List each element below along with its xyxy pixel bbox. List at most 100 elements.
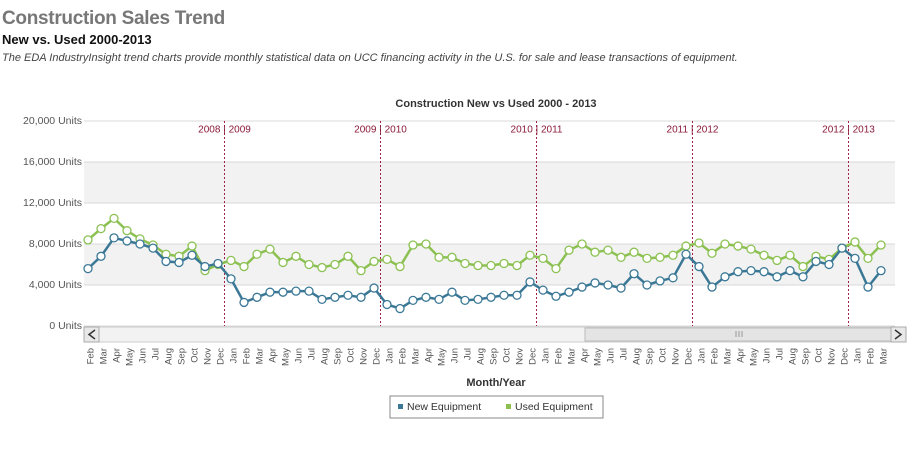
data-point	[213, 258, 223, 269]
data-point	[720, 239, 730, 249]
data-point	[317, 262, 327, 273]
data-point	[551, 291, 561, 301]
data-point	[408, 295, 418, 306]
data-point	[655, 276, 665, 286]
data-point	[759, 250, 769, 260]
x-tick-label: Mar	[99, 348, 110, 364]
data-point	[525, 277, 535, 287]
x-tick-label: Feb	[554, 348, 565, 364]
data-point	[707, 248, 717, 258]
data-point	[603, 245, 613, 255]
x-tick-label: Jul	[151, 348, 162, 360]
data-point	[187, 250, 197, 260]
data-point	[473, 260, 483, 271]
data-point	[629, 247, 639, 257]
data-point	[785, 265, 795, 276]
data-point	[668, 273, 678, 283]
data-point	[304, 259, 314, 270]
data-point	[239, 261, 249, 272]
year-divider-label: 2008 | 2009	[198, 125, 251, 136]
scrollbar-thumb[interactable]	[584, 327, 892, 342]
data-point	[876, 240, 886, 250]
data-point	[304, 286, 314, 296]
scroll-right-button[interactable]	[890, 326, 907, 343]
x-tick-label: Jul	[307, 348, 318, 360]
year-divider-label: 2009 | 2010	[354, 125, 407, 136]
x-tick-label: Jan	[853, 348, 864, 363]
x-tick-label: Oct	[190, 348, 201, 363]
data-point	[291, 251, 301, 261]
y-tick-label: 16,000 Units	[23, 156, 82, 168]
x-axis-title: Month/Year	[466, 377, 526, 389]
x-tick-label: Sep	[489, 348, 500, 365]
x-tick-label: Apr	[268, 348, 279, 363]
data-point	[395, 303, 405, 314]
data-point	[421, 292, 431, 302]
year-divider-label: 2011 | 2012	[667, 125, 719, 136]
legend-label: Used Equipment	[515, 401, 593, 413]
data-point	[603, 280, 613, 290]
x-tick-label: Jan	[385, 348, 396, 363]
data-point	[356, 265, 366, 276]
data-point	[239, 297, 249, 308]
y-tick-label: 8,000 Units	[29, 238, 82, 250]
data-point	[694, 261, 704, 272]
legend-swatch	[506, 404, 511, 409]
x-tick-label: May	[125, 348, 136, 366]
data-point	[421, 239, 431, 249]
x-tick-label: Jun	[450, 348, 461, 363]
data-point	[460, 295, 470, 306]
data-point	[512, 290, 522, 300]
y-tick-label: 12,000 Units	[23, 197, 82, 209]
x-tick-label: Jun	[606, 348, 617, 363]
scroll-left-button[interactable]	[83, 326, 100, 343]
x-tick-label: Sep	[645, 348, 656, 365]
y-tick-label: 0 Units	[49, 320, 82, 332]
x-tick-label: Dec	[216, 348, 227, 365]
x-tick-label: Mar	[411, 348, 422, 364]
data-point	[486, 260, 496, 271]
x-tick-label: Nov	[515, 348, 526, 365]
x-tick-label: Mar	[255, 348, 266, 364]
y-tick-label: 20,000 Units	[23, 115, 82, 127]
data-point	[512, 260, 522, 271]
page-description: The EDA IndustryInsight trend charts pro…	[2, 52, 738, 64]
x-tick-label: Apr	[424, 348, 435, 363]
x-tick-label: Dec	[684, 348, 695, 365]
data-point	[876, 265, 886, 276]
data-point	[278, 287, 288, 297]
data-point	[811, 256, 821, 267]
data-point	[447, 252, 457, 262]
legend-label: New Equipment	[407, 401, 481, 413]
x-tick-label: Nov	[671, 348, 682, 365]
data-point	[798, 261, 808, 272]
x-tick-label: Feb	[710, 348, 721, 364]
data-point	[733, 267, 743, 277]
data-point	[772, 272, 782, 282]
data-point	[343, 251, 353, 261]
x-tick-label: Sep	[333, 348, 344, 365]
data-point	[187, 241, 197, 251]
data-point	[447, 287, 457, 297]
data-point	[577, 239, 587, 249]
data-point	[577, 282, 587, 292]
x-tick-label: May	[281, 348, 292, 366]
data-point	[642, 253, 652, 264]
x-tick-label: Aug	[320, 348, 331, 365]
data-point	[83, 235, 93, 245]
data-point	[681, 241, 691, 251]
x-tick-label: Aug	[164, 348, 175, 365]
x-tick-label: Dec	[528, 348, 539, 365]
x-tick-label: Aug	[788, 348, 799, 365]
plot-band	[84, 162, 895, 203]
x-tick-label: Dec	[372, 348, 383, 365]
data-point	[161, 256, 171, 267]
data-point	[395, 261, 405, 272]
data-point	[252, 292, 262, 302]
data-point	[772, 255, 782, 266]
data-point	[174, 257, 184, 268]
x-tick-label: Jan	[697, 348, 708, 363]
data-point	[317, 294, 327, 305]
data-point	[265, 287, 275, 297]
data-point	[707, 282, 717, 292]
